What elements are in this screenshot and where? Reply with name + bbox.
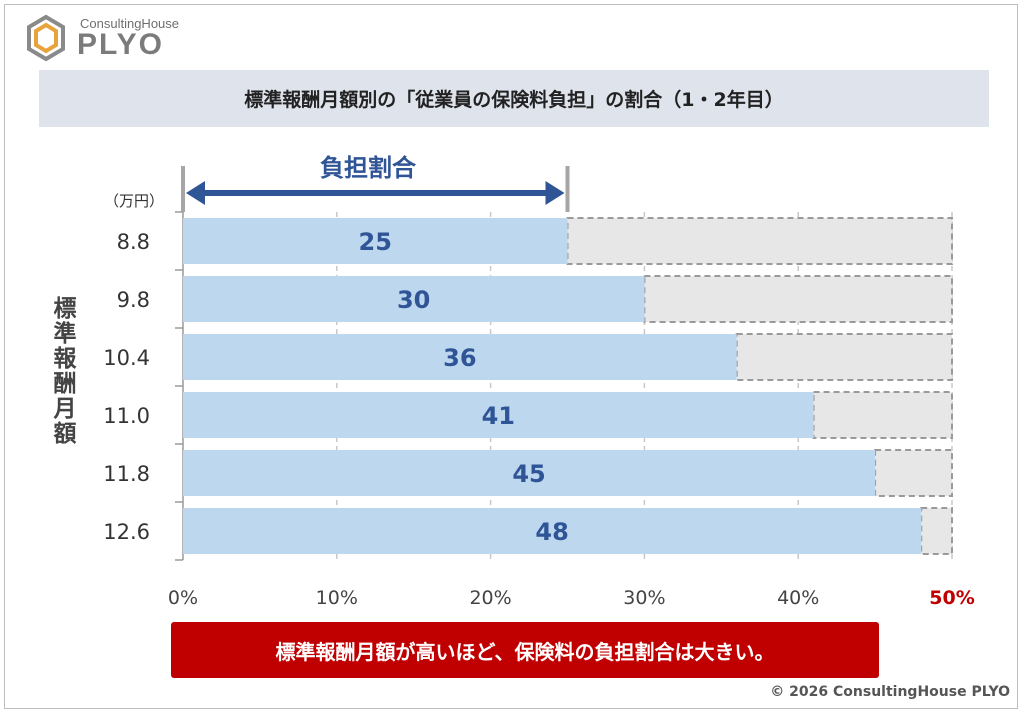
bar-value-label: 48 (535, 518, 568, 546)
x-tick-label: 50% (929, 587, 974, 609)
bar (183, 218, 568, 264)
chart-title: 標準報酬月額別の「従業員の保険料負担」の割合（1・2年目） (39, 70, 989, 127)
remainder-bar (643, 275, 954, 323)
logo: ConsultingHouse PLYO (22, 12, 197, 62)
conclusion-banner: 標準報酬月額が高いほど、保険料の負担割合は大きい。 (171, 622, 879, 678)
remainder-bar (812, 391, 954, 439)
y-tick-label: 8.8 (117, 230, 150, 254)
remainder-bar (920, 507, 953, 555)
bar (183, 392, 814, 438)
logo-small-text: ConsultingHouse (80, 16, 180, 31)
x-tick-label: 40% (777, 587, 819, 609)
bar (183, 450, 876, 496)
y-axis-title: 標準報酬月額 (49, 296, 75, 446)
span-arrow-left-head (186, 181, 205, 205)
frame (4, 4, 1018, 709)
bar-value-label: 36 (443, 344, 476, 372)
y-tick-label: 9.8 (117, 288, 150, 312)
bar-value-label: 45 (512, 460, 545, 488)
x-tick-label: 10% (316, 587, 358, 609)
span-arrow-right-head (545, 181, 565, 205)
bar-value-label: 30 (397, 286, 430, 314)
y-tick-label: 11.8 (103, 462, 150, 486)
copyright: © 2026 ConsultingHouse PLYO (770, 684, 1010, 700)
bar (183, 276, 645, 322)
y-tick-label: 10.4 (103, 346, 150, 370)
bar-value-label: 41 (482, 402, 515, 430)
bar (183, 508, 922, 554)
x-tick-label: 0% (168, 587, 198, 609)
span-arrow-label: 負担割合 (320, 154, 416, 182)
logo-big-text: PLYO (77, 28, 164, 61)
remainder-bar (735, 333, 953, 381)
x-tick-label: 30% (623, 587, 665, 609)
remainder-bar (874, 449, 953, 497)
x-tick-label: 20% (469, 587, 511, 609)
y-axis-unit: （万円） (104, 192, 165, 210)
y-tick-label: 12.6 (103, 520, 150, 544)
remainder-bar (566, 217, 953, 265)
bar (183, 334, 737, 380)
hexagon-logo-icon (27, 14, 65, 62)
bar-value-label: 25 (359, 228, 392, 256)
y-tick-label: 11.0 (103, 404, 150, 428)
